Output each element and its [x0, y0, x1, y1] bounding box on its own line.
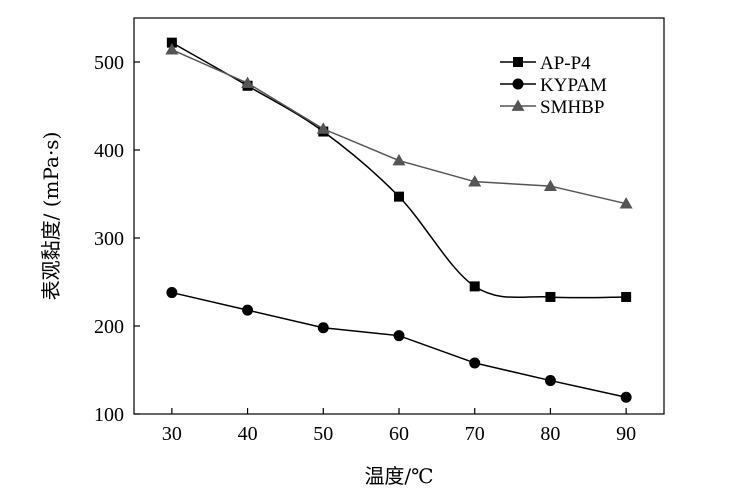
data-point-kypam	[166, 287, 178, 299]
x-tick-label: 60	[389, 423, 409, 445]
legend-item-smhbp: SMHBP	[500, 97, 604, 118]
y-axis-title: 表观黏度/ (mPa·s)	[39, 132, 63, 301]
legend-item-kypam: KYPAM	[500, 75, 607, 96]
data-point-ap-p4	[166, 37, 177, 48]
data-point-ap-p4	[621, 291, 632, 302]
x-tick-label: 70	[465, 423, 485, 445]
data-point-smhbp	[468, 175, 482, 187]
data-point-smhbp	[165, 43, 179, 55]
x-tick-label: 30	[162, 423, 182, 445]
legend-marker-kypam	[512, 78, 524, 90]
data-point-smhbp	[392, 154, 406, 166]
x-tick-label: 80	[540, 423, 560, 445]
data-point-kypam	[242, 304, 254, 316]
data-point-kypam	[317, 322, 329, 334]
y-tick-label: 500	[94, 52, 124, 74]
data-point-ap-p4	[394, 191, 404, 202]
data-point-smhbp	[241, 76, 255, 88]
legend-label: KYPAM	[540, 75, 607, 96]
data-point-smhbp	[316, 122, 330, 134]
data-point-kypam	[544, 375, 556, 387]
x-tick-label: 40	[238, 423, 258, 445]
data-point-ap-p4	[545, 291, 556, 302]
data-point-smhbp	[543, 179, 557, 191]
y-tick-label: 200	[94, 316, 124, 338]
series-kypam	[166, 287, 632, 403]
y-tick-label: 300	[94, 228, 124, 250]
data-point-kypam	[393, 330, 405, 342]
series-smhbp	[165, 43, 633, 209]
y-axis-ticks: 100 200 300 400 500	[94, 52, 140, 426]
legend-item-ap-p4: AP-P4	[500, 53, 591, 74]
legend-label: AP-P4	[540, 53, 591, 74]
legend-marker-ap-p4	[513, 57, 523, 67]
x-axis-ticks: 30 40 50 60 70 80 90	[162, 408, 636, 445]
legend-label: SMHBP	[540, 97, 604, 118]
y-tick-label: 400	[94, 140, 124, 162]
series-line-kypam	[171, 291, 627, 399]
series-layer	[165, 37, 633, 403]
data-point-kypam	[620, 391, 632, 403]
data-point-kypam	[469, 357, 481, 369]
data-point-ap-p4	[469, 281, 480, 292]
data-point-smhbp	[619, 197, 633, 209]
x-tick-label: 50	[313, 423, 333, 445]
legend-marker-smhbp	[511, 99, 525, 111]
x-axis-title: 温度/℃	[364, 464, 433, 488]
y-tick-label: 100	[94, 404, 124, 426]
x-tick-label: 90	[616, 423, 636, 445]
